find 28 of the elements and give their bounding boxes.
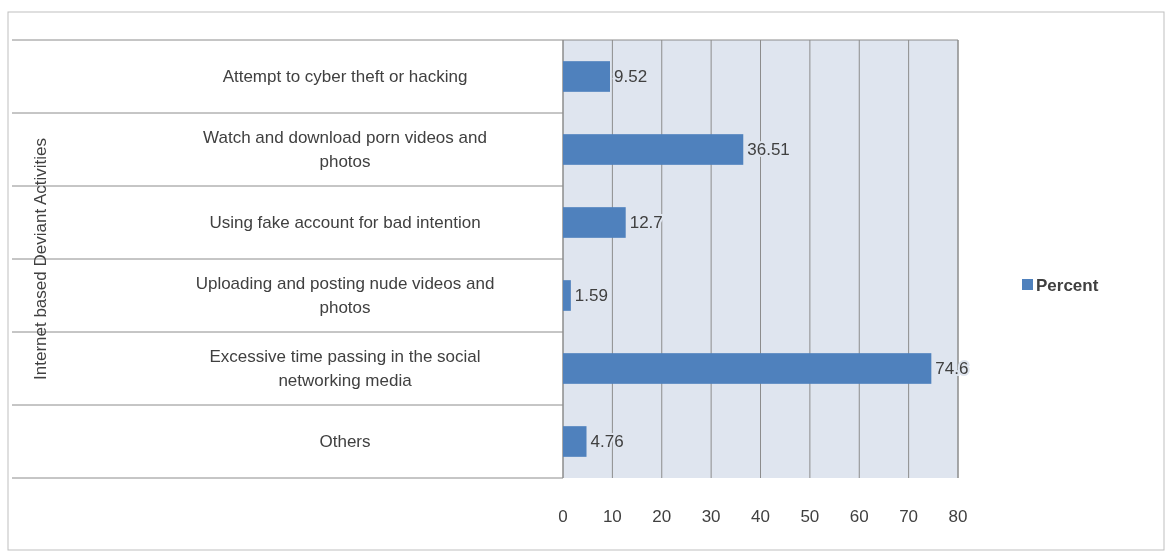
y-tick-label: Using fake account for bad intention <box>209 213 481 233</box>
x-tick-label: 60 <box>849 507 869 526</box>
x-tick-label: 40 <box>751 507 770 526</box>
y-tick-label: Excessive time passing in the social networking media <box>209 347 481 391</box>
y-tick-label: Uploading and posting nude videos and photos <box>195 274 495 318</box>
data-label: 1.59 <box>574 286 608 306</box>
y-tick-label: Watch and download porn videos and photos <box>203 128 487 172</box>
bar <box>563 280 571 311</box>
y-tick-label: Attempt to cyber theft or hacking <box>222 67 468 87</box>
x-tick-label: 20 <box>652 507 672 526</box>
data-label: 74.6 <box>935 359 969 379</box>
bar <box>563 207 626 238</box>
y-tick-label: Others <box>319 432 371 452</box>
data-label: 9.52 <box>614 67 648 87</box>
x-tick-label: 50 <box>800 507 820 526</box>
x-tick-label: 80 <box>948 507 968 526</box>
bar <box>563 61 611 92</box>
x-tick-label: 0 <box>558 507 568 526</box>
bar <box>563 353 932 384</box>
x-tick-label: 10 <box>602 507 622 526</box>
data-label: 4.76 <box>590 432 624 452</box>
bar <box>563 134 744 165</box>
text: Internet based Deviant Activities <box>30 138 50 380</box>
x-tick-label: 30 <box>701 507 721 526</box>
bar <box>563 426 587 457</box>
data-label: 12.7 <box>629 213 663 233</box>
legend-label: Percent <box>1036 275 1099 295</box>
x-tick-label: 70 <box>899 507 919 526</box>
